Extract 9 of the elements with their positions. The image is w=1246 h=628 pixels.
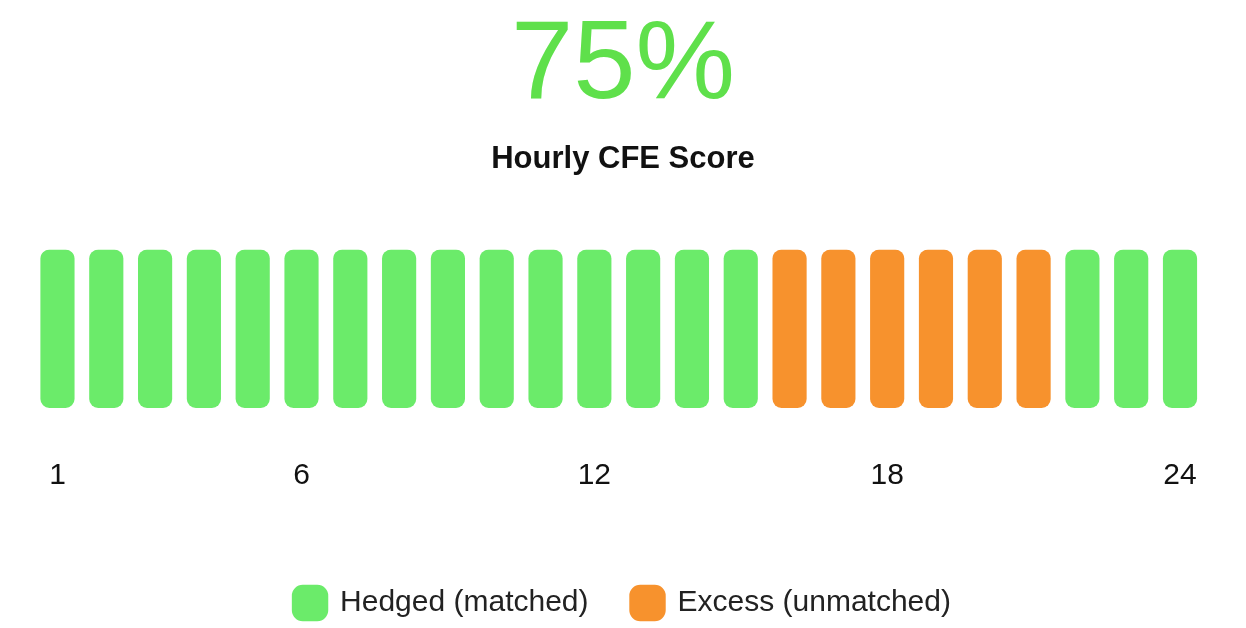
x-tick-label: 24	[1163, 457, 1197, 491]
chart-title: 75%	[510, 0, 736, 123]
x-tick-label: 12	[577, 457, 612, 491]
legend-label: Excess (unmatched)	[677, 584, 951, 618]
x-tick-label: 18	[870, 457, 904, 491]
legend-label: Hedged (matched)	[340, 584, 589, 618]
x-tick-label: 1	[49, 457, 66, 491]
x-tick-label: 6	[293, 457, 310, 491]
chart-subtitle: Hourly CFE Score	[491, 139, 755, 175]
